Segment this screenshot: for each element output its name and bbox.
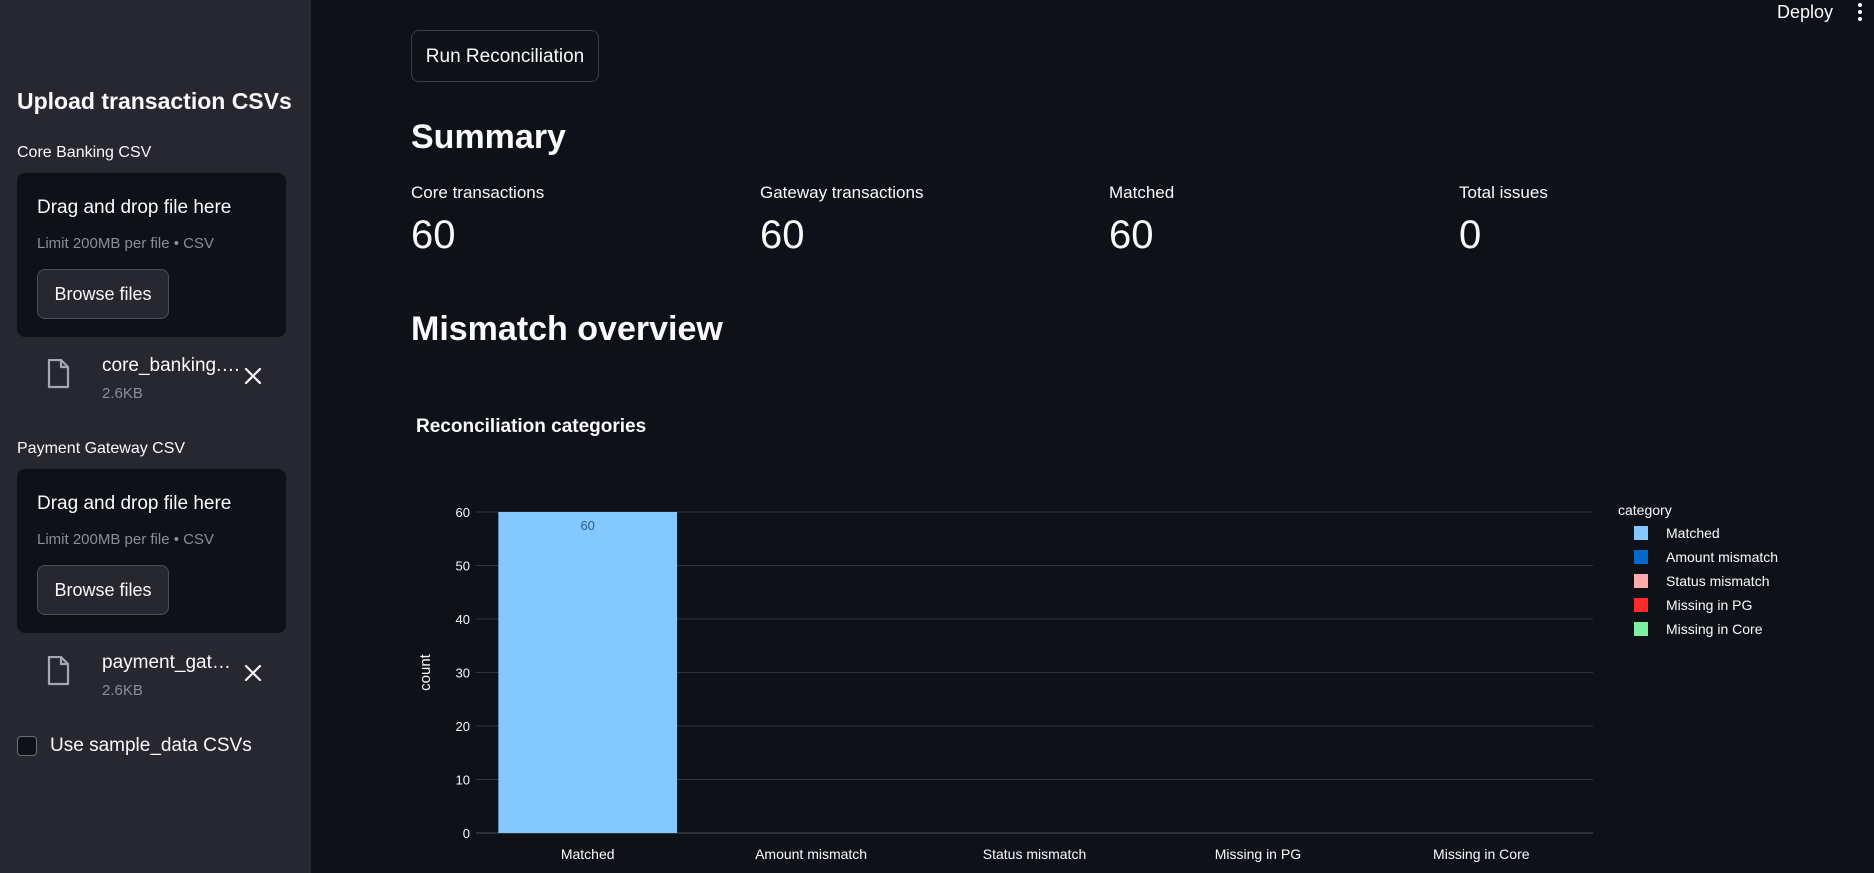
dropzone-title: Drag and drop file here	[37, 197, 232, 218]
payment-gateway-dropzone[interactable]: Drag and drop file here Limit 200MB per …	[17, 469, 286, 633]
metric-core-transactions: Core transactions 60	[411, 183, 741, 258]
legend-swatch	[1634, 622, 1648, 636]
core-banking-dropzone[interactable]: Drag and drop file here Limit 200MB per …	[17, 173, 286, 337]
payment-gateway-label: Payment Gateway CSV	[17, 440, 186, 457]
dropzone-limit: Limit 200MB per file • CSV	[37, 531, 214, 548]
close-icon[interactable]	[242, 662, 264, 684]
y-tick-label: 20	[456, 719, 470, 734]
metric-label: Core transactions	[411, 183, 545, 202]
x-tick-label: Status mismatch	[983, 846, 1086, 862]
metric-label: Gateway transactions	[760, 183, 924, 202]
legend-entry: Matched	[1666, 525, 1720, 541]
sidebar-title: Upload transaction CSVs	[17, 88, 292, 114]
legend-entry: Missing in PG	[1666, 597, 1752, 613]
file-name: payment_gat…	[102, 652, 231, 673]
payment-gateway-uploaded-file: payment_gat… 2.6KB	[40, 650, 270, 700]
x-tick-label: Missing in PG	[1215, 846, 1301, 862]
y-axis-label: count	[417, 653, 434, 691]
dropzone-title: Drag and drop file here	[37, 493, 232, 514]
legend-swatch	[1634, 550, 1648, 564]
sample-data-checkbox[interactable]	[17, 736, 37, 756]
metric-label: Matched	[1109, 183, 1175, 202]
file-icon	[47, 656, 70, 686]
metric-matched: Matched 60	[1109, 183, 1439, 258]
file-size: 2.6KB	[102, 385, 143, 402]
x-tick-label: Missing in Core	[1433, 846, 1530, 862]
metric-label: Total issues	[1459, 183, 1548, 202]
file-size: 2.6KB	[102, 682, 143, 699]
metric-value: 60	[411, 213, 456, 257]
reconciliation-bar-chart: 0 10 20 30 40 50 60 count 60 Matched Amount mismat…	[417, 502, 1778, 862]
run-reconciliation-button[interactable]: Run Reconciliation	[411, 30, 599, 82]
mismatch-overview-heading: Mismatch overview	[411, 310, 723, 348]
y-tick-label: 40	[456, 612, 470, 627]
summary-heading: Summary	[411, 118, 566, 156]
core-banking-uploaded-file: core_banking.… 2.6KB	[40, 353, 270, 403]
legend-swatch	[1634, 598, 1648, 612]
metric-gateway-transactions: Gateway transactions 60	[760, 183, 1090, 258]
deploy-button[interactable]: Deploy	[1777, 2, 1834, 22]
y-tick-label: 30	[456, 666, 470, 681]
y-tick-label: 0	[463, 826, 470, 841]
chart-title: Reconciliation categories	[416, 416, 647, 437]
sample-data-checkbox-label: Use sample_data CSVs	[50, 735, 252, 756]
file-name: core_banking.…	[102, 355, 241, 376]
legend-entry: Amount mismatch	[1666, 549, 1778, 565]
metric-value: 0	[1459, 213, 1482, 257]
core-banking-label: Core Banking CSV	[17, 144, 152, 161]
y-tick-label: 10	[456, 773, 470, 788]
y-tick-label: 60	[456, 505, 470, 520]
data-label: 60	[580, 518, 594, 533]
sidebar: Upload transaction CSVs Core Banking CSV…	[0, 0, 311, 873]
legend-entry: Missing in Core	[1666, 621, 1763, 637]
legend-title: category	[1618, 502, 1672, 518]
legend-swatch	[1634, 526, 1648, 540]
legend-swatch	[1634, 574, 1648, 588]
legend-entry: Status mismatch	[1666, 573, 1769, 589]
dropzone-limit: Limit 200MB per file • CSV	[37, 235, 214, 252]
core-banking-browse-button[interactable]: Browse files	[37, 269, 169, 319]
metric-value: 60	[760, 213, 805, 257]
file-icon	[47, 359, 70, 389]
metric-total-issues: Total issues 0	[1459, 183, 1789, 258]
y-tick-label: 50	[456, 559, 470, 574]
x-tick-label: Matched	[561, 846, 615, 862]
x-tick-label: Amount mismatch	[755, 846, 867, 862]
bar	[498, 512, 678, 833]
close-icon[interactable]	[242, 365, 264, 387]
kebab-menu-icon[interactable]	[1856, 1, 1864, 23]
metric-value: 60	[1109, 213, 1154, 257]
sample-data-toggle[interactable]: Use sample_data CSVs	[17, 735, 252, 757]
payment-gateway-browse-button[interactable]: Browse files	[37, 565, 169, 615]
